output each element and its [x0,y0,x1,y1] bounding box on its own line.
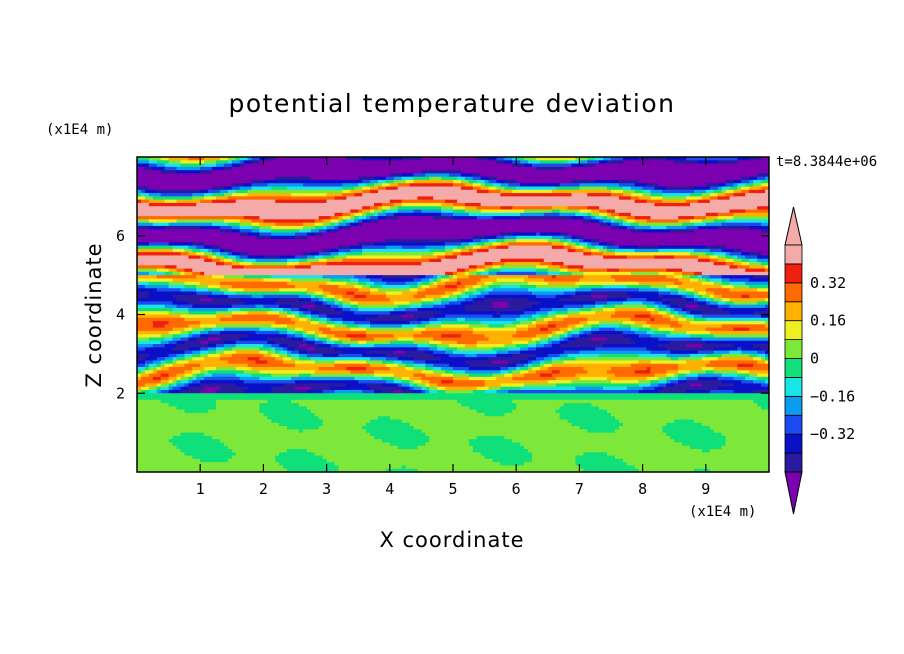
y-tick-label: 2 [116,384,125,402]
colorbar-box [784,433,803,454]
colorbar-box [784,301,803,322]
x-tick-label: 8 [638,480,647,498]
colorbar-tick-label: −0.16 [810,387,855,405]
colorbar-box [784,263,803,284]
colorbar-tick-label: 0 [810,350,819,368]
x-tick-label: 4 [385,480,394,498]
y-tick-label: 4 [116,306,125,324]
y-axis: 2 4 6 [116,227,769,402]
x-axis: 1 2 3 4 5 6 7 8 9 [196,157,710,498]
x-tick-label: 7 [575,480,584,498]
colorbar-box [784,395,803,416]
x-tick-label: 5 [448,480,457,498]
colorbar-box [784,282,803,303]
colorbar-tick-label: 0.16 [810,312,846,330]
colorbar-extend-min [784,471,803,515]
x-tick-label: 9 [701,480,710,498]
colorbar-box [784,452,803,473]
colorbar-extend-max [784,206,803,246]
contour-field [137,157,769,472]
y-unit-label: (x1E4 m) [46,122,113,138]
colorbar-box [784,358,803,378]
colorbar-box [784,414,803,435]
colorbar-box [784,377,803,397]
x-axis-label: X coordinate [379,528,524,552]
colorbar-tick-label: −0.32 [810,425,855,443]
y-tick-label: 6 [116,227,125,245]
time-label: t=8.3844e+06 [776,154,877,170]
y-axis-label: Z coordinate [82,242,106,387]
colorbar-box [784,339,803,359]
x-tick-label: 6 [512,480,521,498]
colorbar: 0.32 0.16 0 −0.16 −0.32 [784,206,855,515]
x-tick-label: 1 [196,480,205,498]
colorbar-tick-label: 0.32 [810,274,846,292]
colorbar-box [784,244,803,265]
x-tick-label: 3 [322,480,331,498]
colorbar-box [784,320,803,340]
x-unit-label: (x1E4 m) [689,504,756,520]
x-tick-label: 2 [259,480,268,498]
chart-title: potential temperature deviation [229,89,676,118]
